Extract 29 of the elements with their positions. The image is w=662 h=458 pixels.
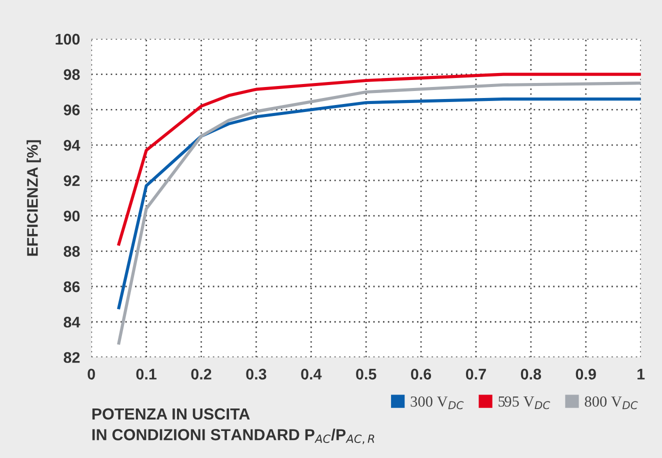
x-tick-label: 0.4 <box>301 368 322 380</box>
x-tick-label: 0.2 <box>191 368 212 380</box>
x-axis-title: POTENZA IN USCITA IN CONDIZIONI STANDARD P$_{AC}$/P$_{AC,R}$ <box>92 408 374 444</box>
line-series <box>117 72 641 246</box>
y-tick-label: 96 <box>64 104 80 116</box>
line-series <box>117 82 641 345</box>
x-tick-label: 0.5 <box>356 368 376 380</box>
y-tick-label: 88 <box>64 246 80 257</box>
y-tick-label: 98 <box>64 69 80 80</box>
y-tick-label: 86 <box>64 281 80 292</box>
y-tick-label: 90 <box>64 210 80 222</box>
x-tick-label: 0.6 <box>411 368 432 380</box>
x-tick-label: 0 <box>88 368 95 380</box>
x-tick-label: 0.9 <box>576 368 596 380</box>
y-tick-label: 82 <box>64 352 80 363</box>
y-tick-label: 84 <box>64 316 80 328</box>
y-tick-label: 94 <box>64 140 80 151</box>
x-tick-label: 0.3 <box>246 368 266 380</box>
legend-label: 300 V$_{DC}$ <box>410 396 464 410</box>
y-tick-label: 92 <box>64 175 80 186</box>
y-tick-label: 100 <box>56 34 80 45</box>
x-tick-label: 0.1 <box>136 368 156 380</box>
y-axis-title: EFFICIENZA [%] <box>26 140 41 256</box>
x-tick-label: 1 <box>638 368 645 380</box>
line-series <box>117 98 641 310</box>
x-tick-label: 0.7 <box>466 368 486 380</box>
x-tick-label: 0.8 <box>520 368 542 380</box>
legend-label: 800 V$_{DC}$ <box>584 396 638 410</box>
legend-label: 595 V$_{DC}$ <box>498 396 550 410</box>
